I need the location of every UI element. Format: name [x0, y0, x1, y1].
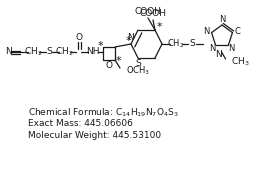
Text: *: * [156, 22, 162, 32]
Text: *: * [115, 56, 121, 66]
Text: N: N [127, 33, 134, 41]
Text: OCH$_3$: OCH$_3$ [126, 65, 150, 77]
Text: COOH: COOH [134, 8, 162, 17]
Text: *: * [125, 36, 131, 46]
Text: CH$_2$: CH$_2$ [24, 46, 42, 58]
Text: *: * [97, 41, 103, 51]
Text: NH: NH [86, 47, 100, 56]
Text: N: N [5, 47, 11, 56]
Text: Chemical Formula: C$_{14}$H$_{19}$N$_{7}$O$_{4}$S$_{3}$: Chemical Formula: C$_{14}$H$_{19}$N$_{7}… [28, 107, 179, 119]
Text: C: C [234, 26, 240, 36]
Text: N: N [209, 44, 216, 53]
Text: O: O [76, 34, 82, 42]
Text: Molecular Weight: 445.53100: Molecular Weight: 445.53100 [28, 131, 161, 139]
Text: S: S [189, 40, 195, 49]
Text: CH$_2$: CH$_2$ [55, 46, 73, 58]
Text: N: N [219, 15, 225, 24]
Text: N: N [204, 26, 210, 36]
Text: CH$_3$: CH$_3$ [231, 56, 249, 68]
Text: O: O [105, 61, 112, 69]
Text: CH$_2$: CH$_2$ [167, 38, 185, 50]
Text: N: N [228, 44, 235, 53]
Text: Exact Mass: 445.06606: Exact Mass: 445.06606 [28, 120, 133, 128]
Text: S: S [46, 47, 52, 56]
Text: COOH: COOH [140, 9, 166, 19]
Text: N: N [215, 50, 222, 59]
Text: S: S [135, 58, 141, 67]
